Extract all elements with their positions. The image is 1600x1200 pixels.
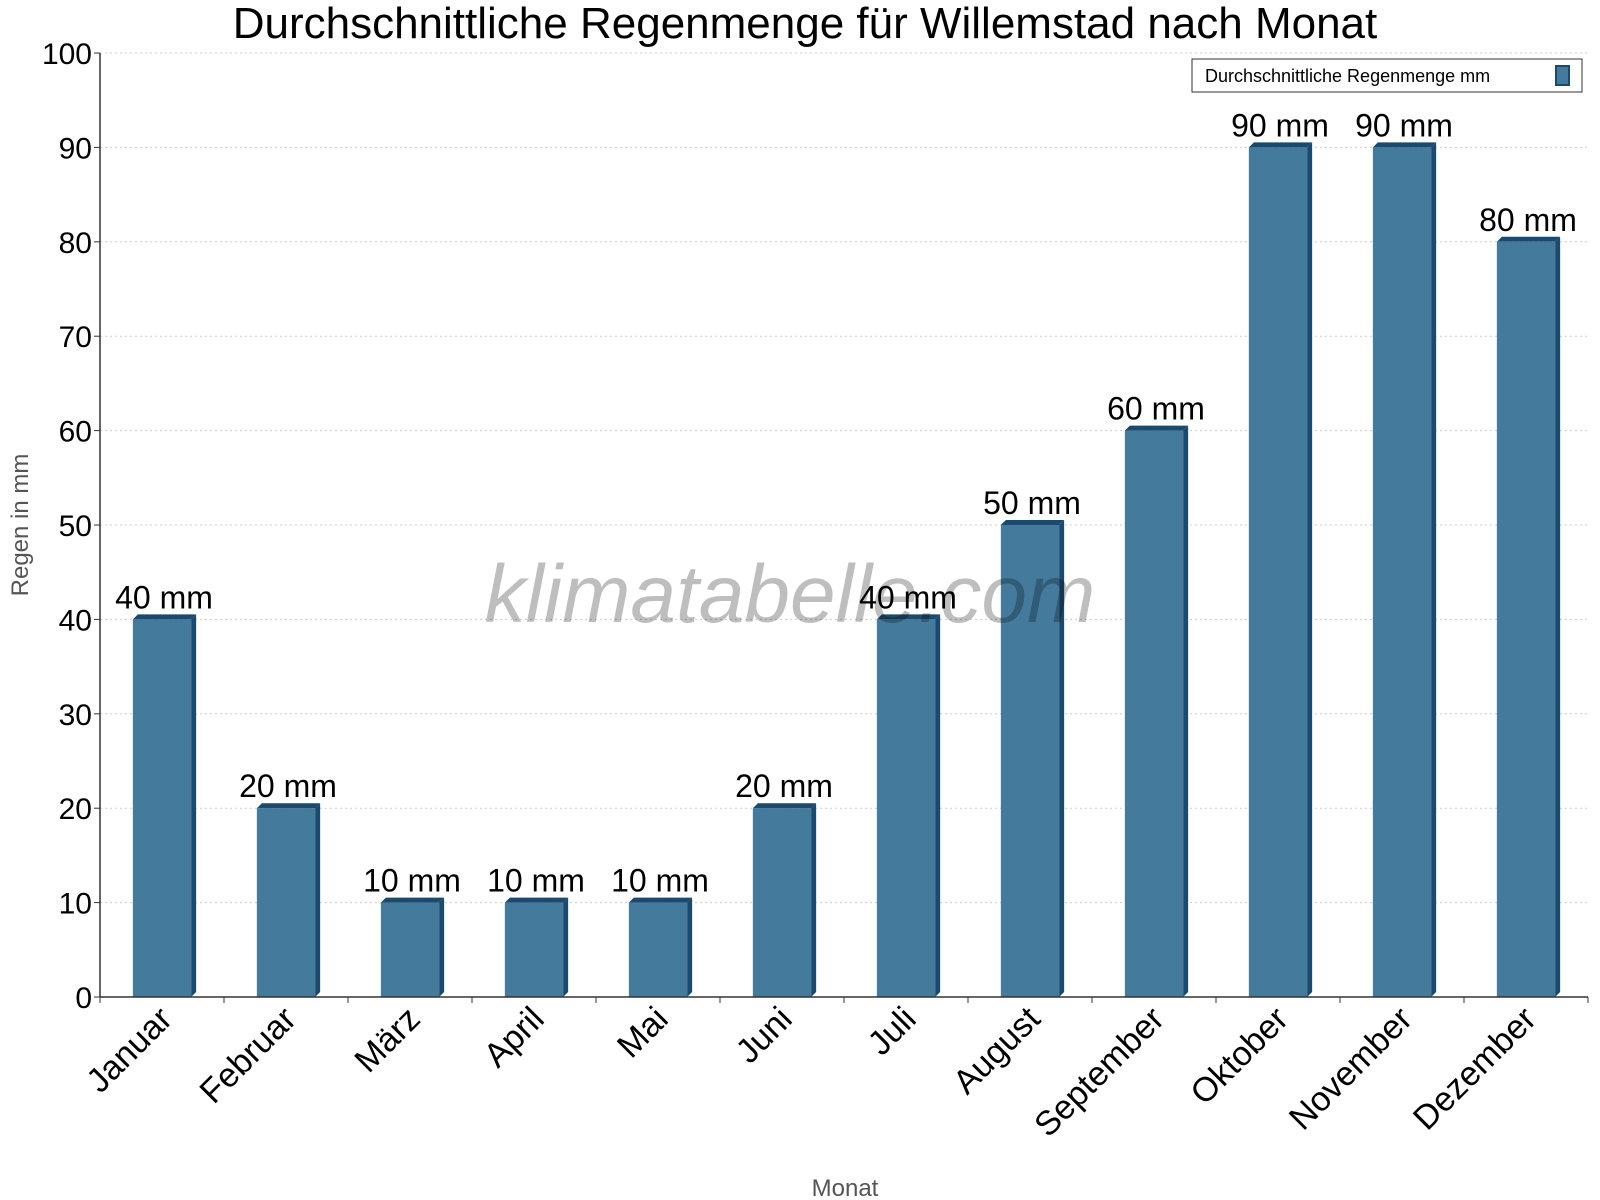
y-axis-title: Regen in mm xyxy=(7,454,34,597)
bar-4 xyxy=(504,897,569,997)
bar-5 xyxy=(628,897,693,997)
value-label: 10 mm xyxy=(611,863,709,899)
y-tick-label: 20 xyxy=(59,793,92,826)
bar-top xyxy=(1496,236,1561,242)
x-tick-label: Juli xyxy=(861,1000,924,1063)
value-label: 80 mm xyxy=(1479,202,1577,238)
bar-top xyxy=(256,803,321,809)
x-tick-label: Dezember xyxy=(1406,1000,1544,1138)
bar-side xyxy=(1307,142,1313,997)
bar-front xyxy=(132,619,192,997)
bar-top xyxy=(1248,142,1313,148)
bar-7 xyxy=(876,614,941,997)
bar-top xyxy=(132,614,197,620)
bar-12 xyxy=(1496,236,1561,998)
bar-front xyxy=(1372,147,1432,997)
x-tick-label: Mai xyxy=(610,1000,676,1066)
bar-3 xyxy=(380,897,445,997)
y-tick-label: 50 xyxy=(59,510,92,543)
bar-top xyxy=(1124,425,1189,431)
bar-side xyxy=(1431,142,1437,997)
bar-side xyxy=(1183,425,1189,998)
bars xyxy=(132,142,1561,998)
x-tick-label: August xyxy=(946,999,1048,1101)
y-tick-label: 100 xyxy=(42,38,92,71)
value-label: 60 mm xyxy=(1107,391,1205,427)
x-tick-label: Januar xyxy=(79,1000,179,1100)
y-tick-label: 60 xyxy=(59,416,92,449)
bar-1 xyxy=(132,614,197,997)
x-tick-label: September xyxy=(1027,1000,1171,1144)
y-tick-label: 30 xyxy=(59,699,92,732)
value-label: 50 mm xyxy=(983,485,1081,521)
legend: Durchschnittliche Regenmenge mm xyxy=(1191,58,1583,93)
legend-swatch xyxy=(1555,65,1570,86)
legend-label: Durchschnittliche Regenmenge mm xyxy=(1205,66,1490,86)
x-tick-label: März xyxy=(347,1000,427,1080)
bar-side xyxy=(935,614,941,997)
value-label: 90 mm xyxy=(1355,107,1453,143)
bar-front xyxy=(1000,525,1060,997)
value-label: 40 mm xyxy=(859,579,957,615)
value-labels: 40 mm 20 mm 10 mm 10 mm 10 mm 20 mm 40 mm 50 mm… xyxy=(115,107,1577,898)
bar-11 xyxy=(1372,142,1437,997)
bar-front xyxy=(1496,241,1556,998)
y-tick-label: 40 xyxy=(59,604,92,637)
x-axis-title: Monat xyxy=(812,1175,879,1200)
bar-top xyxy=(876,614,941,620)
x-tick-labels: Januar Februar März April Mai Juni Juli AugustS… xyxy=(79,999,1543,1144)
bar-side xyxy=(315,803,321,997)
bar-top xyxy=(628,897,693,903)
bar-front xyxy=(752,808,812,997)
y-tick-label: 10 xyxy=(59,888,92,921)
watermark-text: klimatabelle.com xyxy=(485,549,1096,640)
x-tick-label: Oktober xyxy=(1183,1000,1295,1112)
value-label: 10 mm xyxy=(363,863,461,899)
x-tick-label: Februar xyxy=(193,1000,304,1111)
bar-side xyxy=(1059,520,1065,997)
bar-10 xyxy=(1248,142,1313,997)
value-label: 90 mm xyxy=(1231,107,1329,143)
bar-side xyxy=(563,897,569,997)
bar-2 xyxy=(256,803,321,997)
y-tick-label: 70 xyxy=(59,321,92,354)
x-tick-label: November xyxy=(1282,1000,1420,1138)
bar-top xyxy=(1000,520,1065,525)
bar-front xyxy=(256,808,316,997)
bar-front xyxy=(504,902,564,997)
bar-top xyxy=(504,897,569,903)
bar-9 xyxy=(1124,425,1189,998)
bar-front xyxy=(380,902,440,997)
x-tick-label: April xyxy=(477,1000,552,1075)
bar-front xyxy=(1248,147,1308,997)
bar-side xyxy=(191,614,197,997)
bar-side xyxy=(439,897,445,997)
value-label: 20 mm xyxy=(735,768,833,804)
bar-front xyxy=(876,619,936,997)
bar-8 xyxy=(1000,520,1065,997)
legend-box xyxy=(1191,58,1583,93)
grid-lines xyxy=(100,52,1588,904)
chart-title: Durchschnittliche Regenmenge für Willems… xyxy=(233,0,1378,48)
bar-front xyxy=(628,902,688,997)
y-tick-label: 0 xyxy=(75,982,92,1015)
bar-top xyxy=(380,897,445,903)
value-label: 20 mm xyxy=(239,768,337,804)
bar-front xyxy=(1124,430,1184,998)
bar-side xyxy=(811,803,817,997)
bar-top xyxy=(752,803,817,809)
bar-6 xyxy=(752,803,817,997)
x-tick-label: Juni xyxy=(729,1000,800,1071)
bar-side xyxy=(1555,236,1561,998)
y-tick-labels: 0 10 20 30 40 50 60 70 80 90 100 xyxy=(42,38,92,1015)
value-label: 10 mm xyxy=(487,863,585,899)
y-tick-label: 90 xyxy=(59,132,92,165)
bar-top xyxy=(1372,142,1437,148)
bar-side xyxy=(687,897,693,997)
axes xyxy=(94,52,1589,1003)
value-label: 40 mm xyxy=(115,579,213,615)
y-tick-label: 80 xyxy=(59,227,92,260)
